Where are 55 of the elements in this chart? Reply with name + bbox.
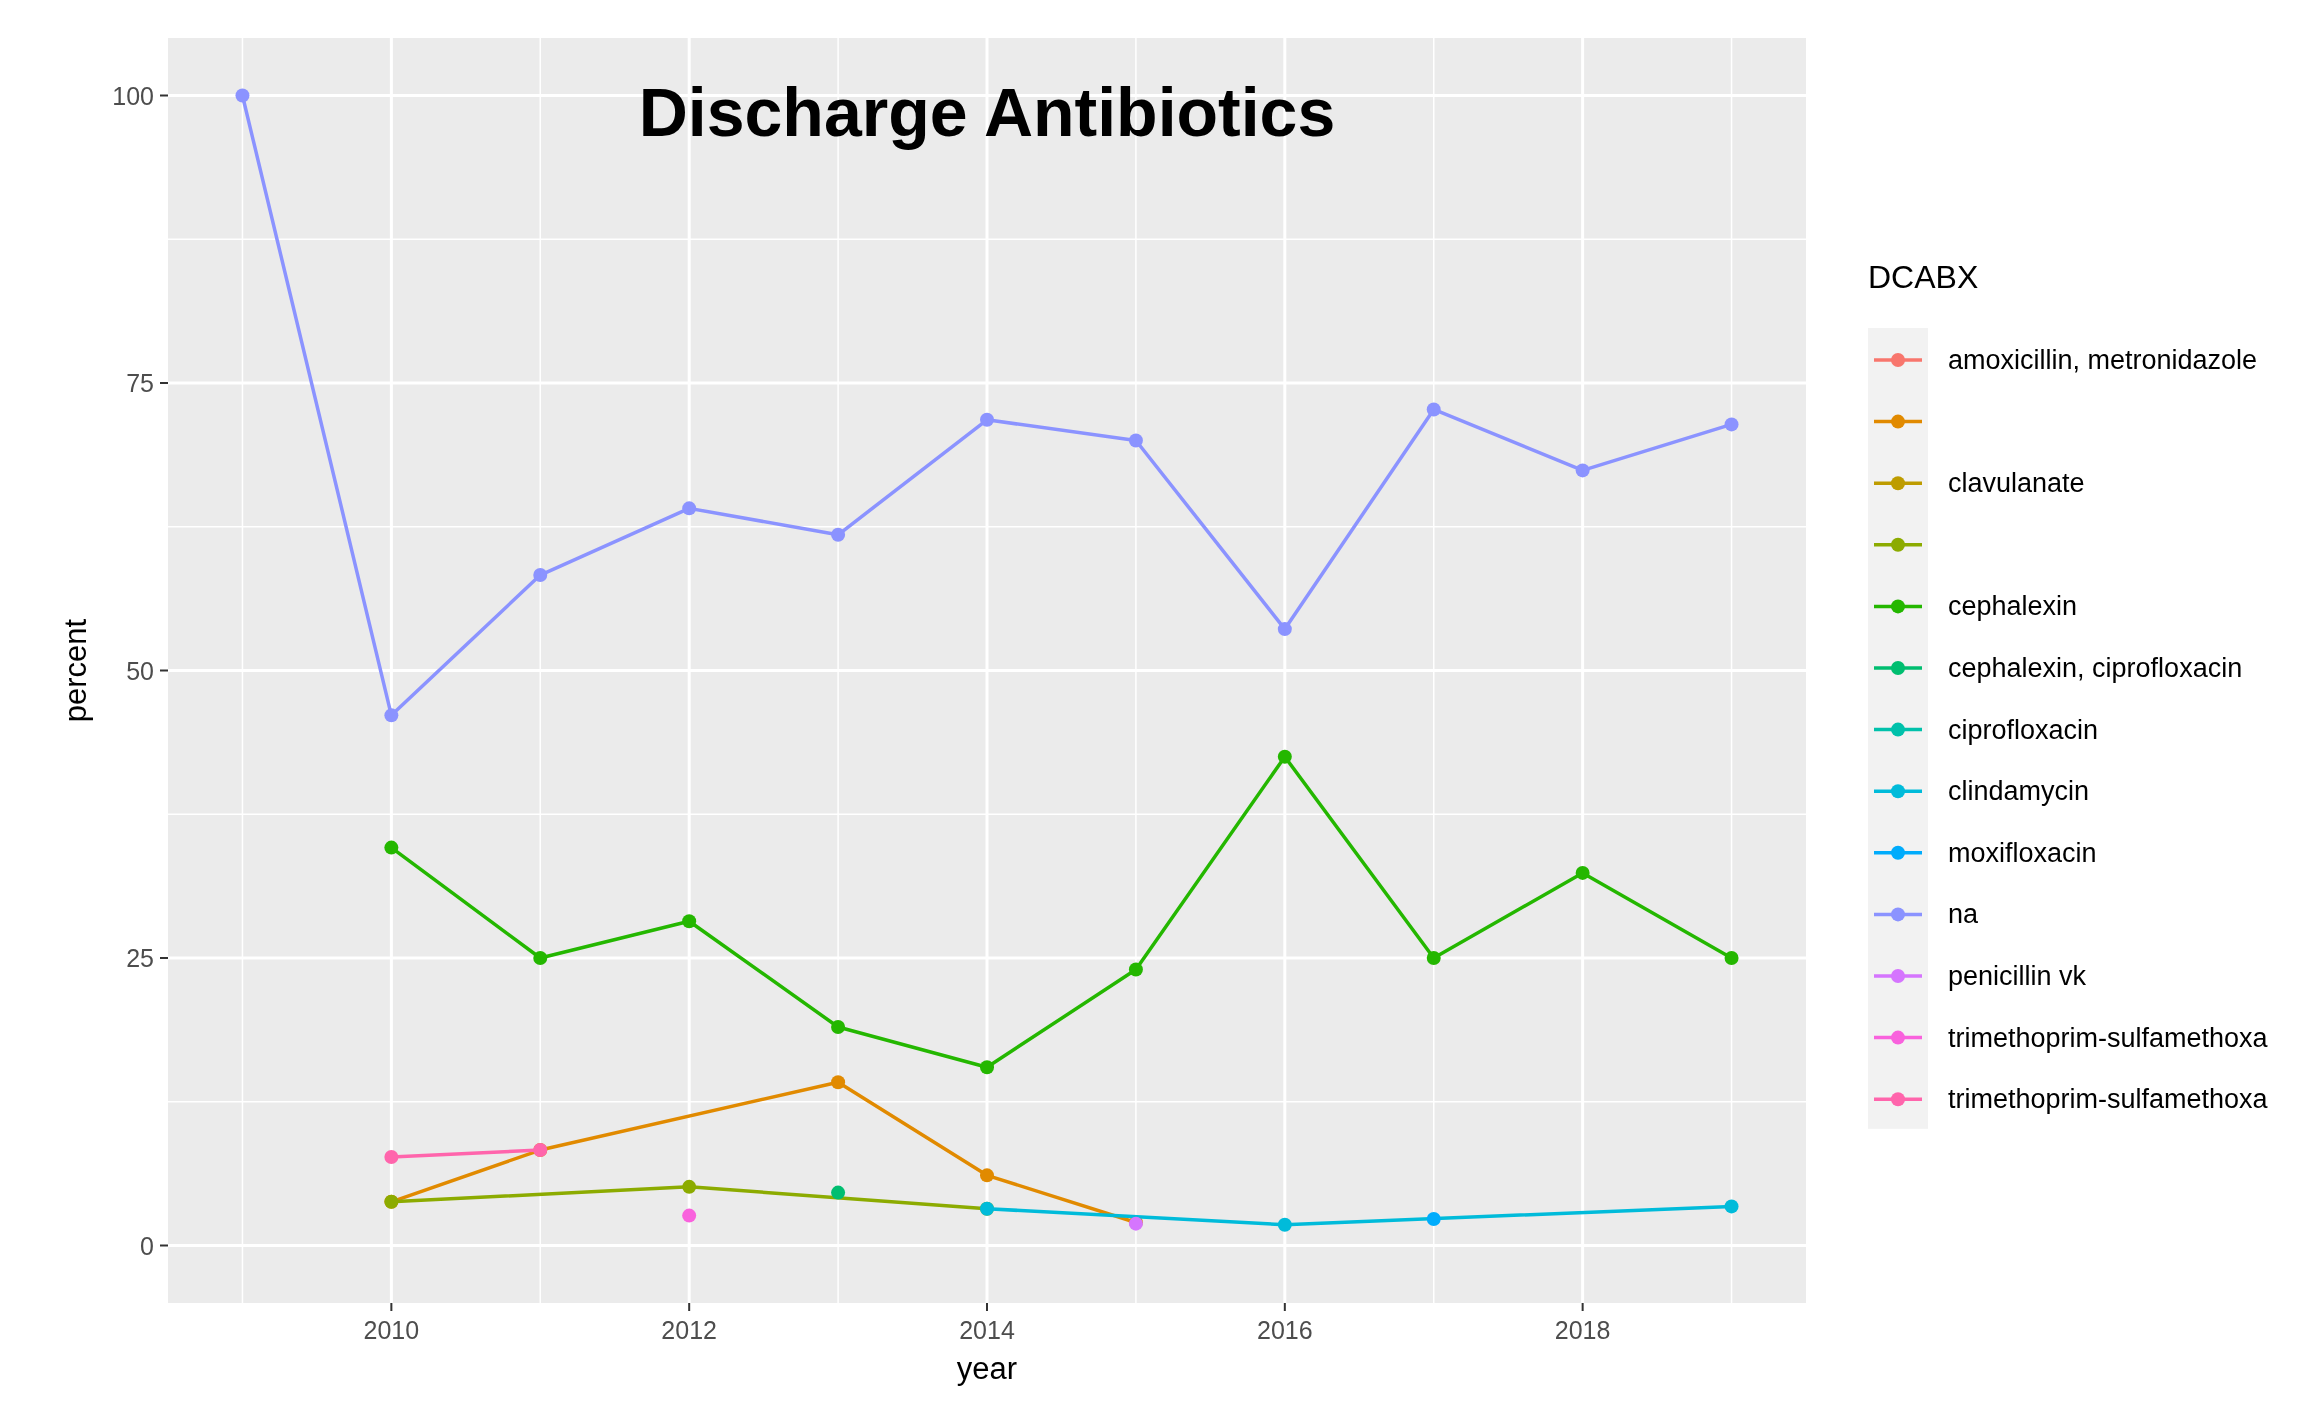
point [1575, 463, 1590, 478]
y-tick-label: 0 [140, 1231, 154, 1260]
legend-label: cephalexin [1948, 591, 2078, 622]
point [1724, 1199, 1739, 1214]
point [1277, 749, 1292, 764]
point [980, 412, 994, 427]
legend-label: penicillin vk [1948, 961, 2087, 991]
point [831, 1185, 846, 1200]
y-tick-label: 50 [126, 656, 154, 685]
legend-label: amoxicillin, metronidazole [1948, 345, 2258, 375]
point [1426, 1212, 1441, 1227]
point [1724, 951, 1739, 965]
point [682, 914, 697, 929]
point [1277, 1217, 1292, 1232]
y-tick-label: 25 [126, 944, 154, 972]
legend-label: trimethoprim-sulfamethoxa [1948, 1084, 2269, 1115]
point [980, 1168, 994, 1183]
point [533, 568, 548, 583]
point [1426, 402, 1441, 417]
point [682, 1208, 697, 1223]
point [980, 1060, 994, 1075]
point [1426, 951, 1441, 965]
point [831, 1020, 846, 1034]
point [831, 527, 846, 542]
x-tick-label: 2016 [1257, 1316, 1313, 1344]
legend-label: moxifloxacin [1948, 837, 2097, 868]
text: Discharge Antibiotics [638, 74, 1336, 150]
legend-title: DCABX [1868, 259, 1979, 295]
legend-label: cephalexin, ciprofloxacin [1948, 653, 2243, 683]
point [533, 951, 548, 965]
x-tick-label: 2014 [959, 1316, 1015, 1344]
point [1128, 962, 1143, 977]
point [682, 501, 697, 516]
legend-label: na [1948, 899, 1980, 930]
point [1575, 865, 1590, 880]
point [682, 1179, 697, 1194]
point [1128, 433, 1143, 448]
point [384, 840, 399, 855]
point [384, 708, 399, 723]
x-tick-label: 2010 [363, 1316, 420, 1344]
point [1277, 622, 1292, 637]
legend-label: clindamycin [1948, 776, 2090, 807]
point [384, 1149, 399, 1164]
point [235, 88, 250, 103]
x-tick-label: 2012 [661, 1316, 717, 1344]
y-axis-title: percent [58, 618, 93, 723]
y-tick-label: 100 [112, 81, 154, 110]
x-axis-title: year [956, 1351, 1018, 1386]
x-tick-label: 2018 [1554, 1316, 1611, 1344]
legend-label: clavulanate [1948, 468, 2085, 499]
point [831, 1075, 846, 1090]
point [1724, 417, 1739, 432]
y-tick-label: 75 [126, 369, 154, 397]
legend-label: ciprofloxacin [1948, 714, 2099, 745]
legend-label: trimethoprim-sulfamethoxa [1948, 1022, 2269, 1053]
